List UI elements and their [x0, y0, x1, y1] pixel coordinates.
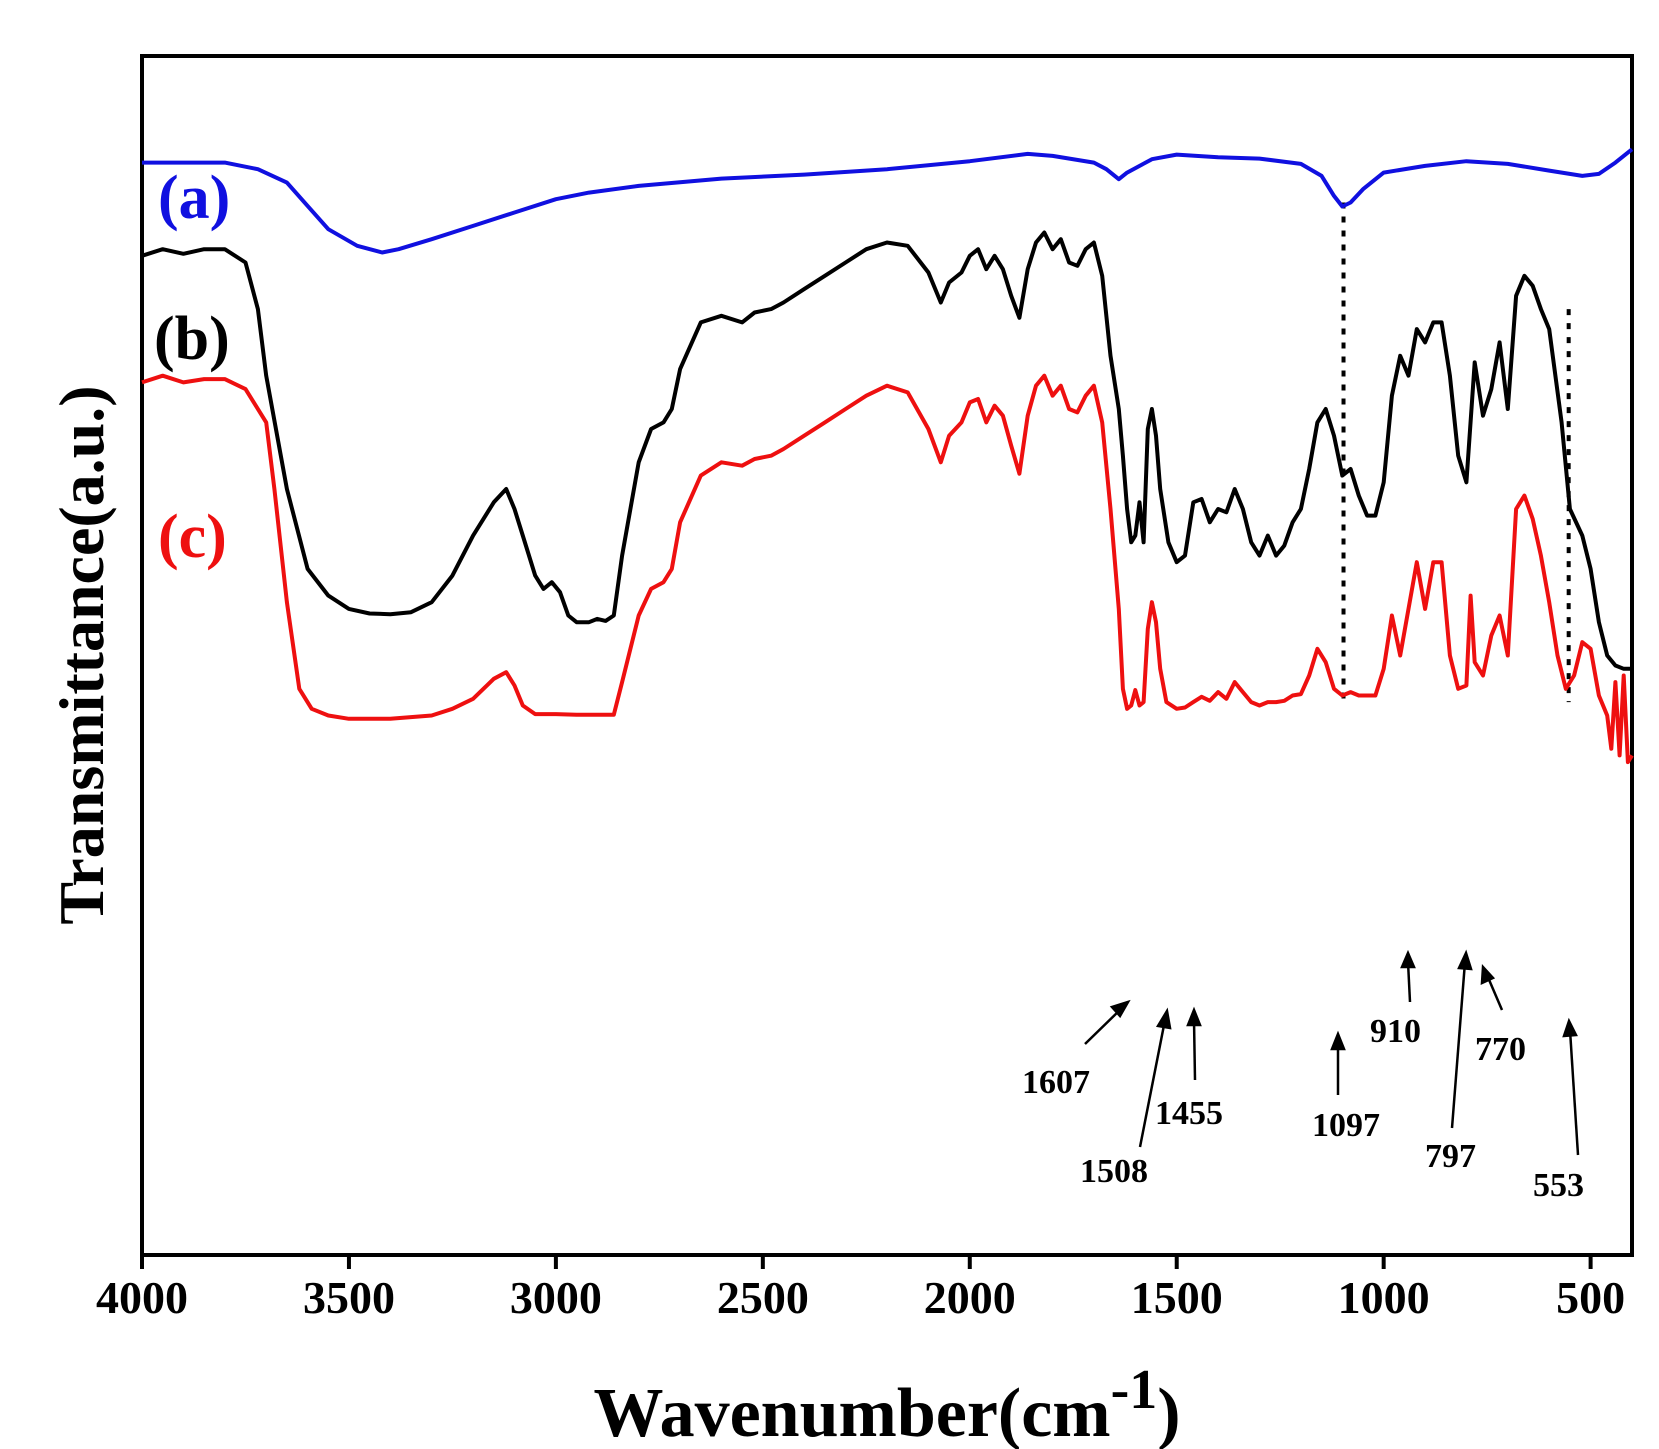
arrow-910 — [1406, 961, 1412, 1003]
arrowhead-1097 — [1330, 1030, 1346, 1051]
x-axis-label-superscript: -1 — [1111, 1359, 1158, 1421]
x-axis-label: Wavenumber(cm-1) — [593, 1359, 1180, 1449]
x-tick-label-500: 500 — [1556, 1272, 1625, 1323]
x-tick-label-1000: 1000 — [1338, 1272, 1430, 1323]
series-label-a: (a) — [158, 164, 230, 232]
x-tick-label-2000: 2000 — [924, 1272, 1016, 1323]
peak-label-553: 553 — [1533, 1167, 1584, 1204]
x-tick-label-2500: 2500 — [717, 1272, 809, 1323]
arrowhead-910 — [1400, 949, 1416, 969]
peak-label-1455: 1455 — [1155, 1095, 1223, 1132]
x-axis-ticks: 4000 3500 3000 2500 2000 1500 1000 500 — [96, 1255, 1625, 1323]
arrow-1508 — [1138, 1019, 1167, 1148]
x-tick-label-3500: 3500 — [303, 1272, 395, 1323]
x-tick-label-1500: 1500 — [1131, 1272, 1223, 1323]
arrowhead-1508 — [1155, 1007, 1172, 1030]
arrowhead-1607 — [1109, 999, 1131, 1019]
peak-label-1607: 1607 — [1022, 1064, 1090, 1101]
series-line-a — [142, 147, 1634, 255]
x-axis-label-close: ) — [1157, 1375, 1180, 1449]
series-lines — [141, 147, 1634, 765]
arrowhead-770 — [1480, 963, 1496, 985]
annotation-arrows — [1084, 949, 1580, 1156]
arrowhead-553 — [1562, 1017, 1578, 1038]
peak-label-797: 797 — [1425, 1138, 1476, 1175]
series-label-b: (b) — [154, 305, 230, 373]
series-line-b — [141, 230, 1632, 671]
arrow-1455 — [1192, 1019, 1197, 1081]
series-line-c — [141, 373, 1634, 765]
peak-label-1508: 1508 — [1080, 1153, 1148, 1190]
x-tick-label-3000: 3000 — [510, 1272, 602, 1323]
x-tick-label-4000: 4000 — [96, 1272, 188, 1323]
y-axis-label: Transmittance(a.u.) — [46, 385, 117, 924]
peak-label-1097: 1097 — [1312, 1107, 1380, 1144]
arrow-553 — [1568, 1029, 1580, 1156]
peak-label-910: 910 — [1370, 1013, 1421, 1050]
peak-label-770: 770 — [1475, 1031, 1526, 1068]
x-axis-label-main: Wavenumber(cm — [593, 1375, 1110, 1449]
peak-annotations: 1607 1508 1455 1097 910 797 770 553 — [1022, 1013, 1584, 1204]
plot-frame — [140, 54, 1634, 1257]
arrowhead-797 — [1457, 949, 1473, 971]
arrowhead-1455 — [1186, 1006, 1202, 1027]
series-label-c: (c) — [158, 503, 227, 571]
arrow-797 — [1450, 961, 1467, 1129]
